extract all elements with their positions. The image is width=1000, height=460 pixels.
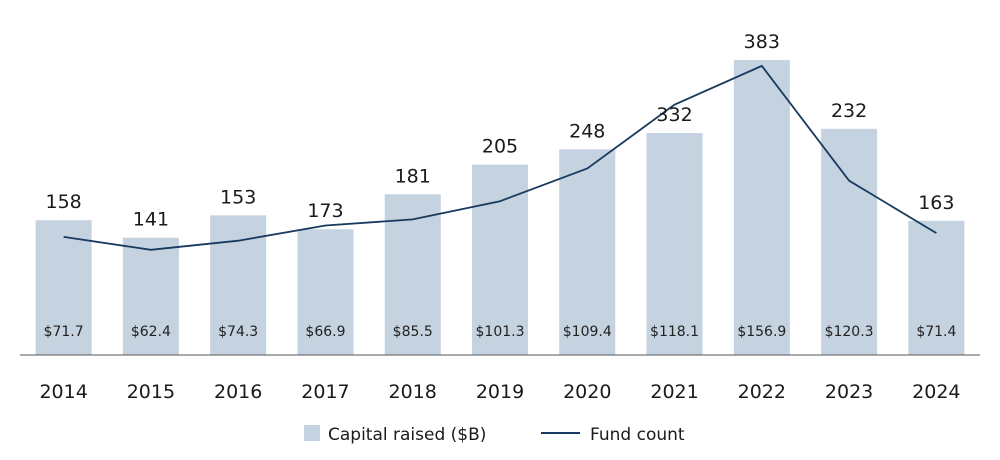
fund-count-label-2014: 158 (46, 191, 82, 213)
bar-2024 (908, 220, 965, 355)
x-tick-label-2015: 2015 (127, 381, 175, 403)
x-axis-ticks: 2014 2015 2016 2017 2018 2019 2020 2021 2022 2023… (39, 381, 960, 403)
x-tick-label-2021: 2021 (650, 381, 698, 403)
bar-2021 (646, 132, 703, 355)
fund-count-label-2021: 332 (656, 104, 692, 126)
x-tick-label-2024: 2024 (912, 381, 960, 403)
x-tick-label-2023: 2023 (825, 381, 873, 403)
line-layer (63, 64, 937, 251)
bar-value-label-2014: $71.7 (44, 324, 84, 340)
bar-2016 (210, 215, 267, 355)
bar-2022 (733, 60, 790, 355)
bar-value-label-2022: $156.9 (737, 324, 786, 340)
fund-count-label-2016: 153 (220, 186, 256, 208)
fund-count-line (63, 64, 937, 251)
bar-2023 (821, 128, 878, 355)
bar-value-label-2020: $109.4 (563, 324, 612, 340)
x-tick-label-2017: 2017 (301, 381, 349, 403)
fund-count-label-2017: 173 (307, 200, 343, 222)
fund-count-label-2022: 383 (744, 31, 780, 53)
bar-2015 (122, 237, 179, 355)
bar-2019 (472, 164, 528, 355)
x-tick-label-2016: 2016 (214, 381, 262, 403)
fund-count-label-2023: 232 (831, 100, 867, 122)
x-tick-label-2018: 2018 (389, 381, 437, 403)
bar-value-label-2024: $71.4 (916, 324, 956, 340)
bar-2014 (35, 220, 92, 355)
fund-count-label-2018: 181 (395, 165, 431, 187)
legend-line-label: Fund count (590, 425, 685, 445)
fund-count-label-2020: 248 (569, 120, 605, 142)
legend-bar-label: Capital raised ($B) (328, 425, 486, 445)
x-tick-label-2020: 2020 (563, 381, 611, 403)
x-tick-label-2022: 2022 (738, 381, 786, 403)
bar-value-label-2021: $118.1 (650, 324, 699, 340)
bar-2017 (297, 229, 354, 355)
legend: Capital raised ($B) Fund count (304, 425, 685, 445)
bars-layer (35, 60, 965, 355)
bar-value-label-2018: $85.5 (393, 324, 433, 340)
legend-bar-swatch (304, 425, 320, 441)
fund-count-label-2024: 163 (918, 192, 954, 214)
bar-value-label-2015: $62.4 (131, 324, 171, 340)
labels-layer: $71.7 158 $62.4 141 $74.3 153 $66.9 173 $85.5 181… (44, 31, 957, 340)
bar-value-label-2023: $120.3 (825, 324, 874, 340)
bar-2020 (559, 149, 616, 355)
fund-count-label-2019: 205 (482, 136, 518, 158)
bar-value-label-2019: $101.3 (476, 324, 525, 340)
fund-count-label-2015: 141 (133, 209, 169, 231)
x-tick-label-2014: 2014 (39, 381, 87, 403)
bar-value-label-2017: $66.9 (305, 324, 345, 340)
x-tick-label-2019: 2019 (476, 381, 524, 403)
bar-value-label-2016: $74.3 (218, 324, 258, 340)
